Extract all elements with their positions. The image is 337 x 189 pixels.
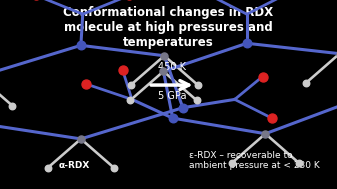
Point [78,44,84,47]
Point [112,167,117,170]
Text: Conformational changes in RDX
molecule at high pressures and
temperatures: Conformational changes in RDX molecule a… [63,6,274,49]
Point [229,161,235,164]
Point [45,167,50,170]
Text: 5 GPa: 5 GPa [158,91,186,101]
Text: α-RDX: α-RDX [58,161,90,170]
Point [78,137,84,140]
Point [263,132,268,135]
Text: 450 K: 450 K [158,62,186,72]
Point [9,104,15,107]
Point [170,117,175,120]
Point [296,161,301,164]
Point [269,117,275,120]
Point [304,81,309,84]
Point [244,42,249,45]
Point [83,82,88,85]
Point [120,69,125,72]
Point [260,75,265,78]
Point [162,54,167,57]
Text: ε-RDX – recoverable to
ambient pressure at < 230 K: ε-RDX – recoverable to ambient pressure … [189,151,319,170]
Point [195,83,200,86]
Point [161,70,166,73]
Point [194,99,200,102]
Point [128,83,133,86]
Point [180,106,185,109]
Point [127,99,133,102]
